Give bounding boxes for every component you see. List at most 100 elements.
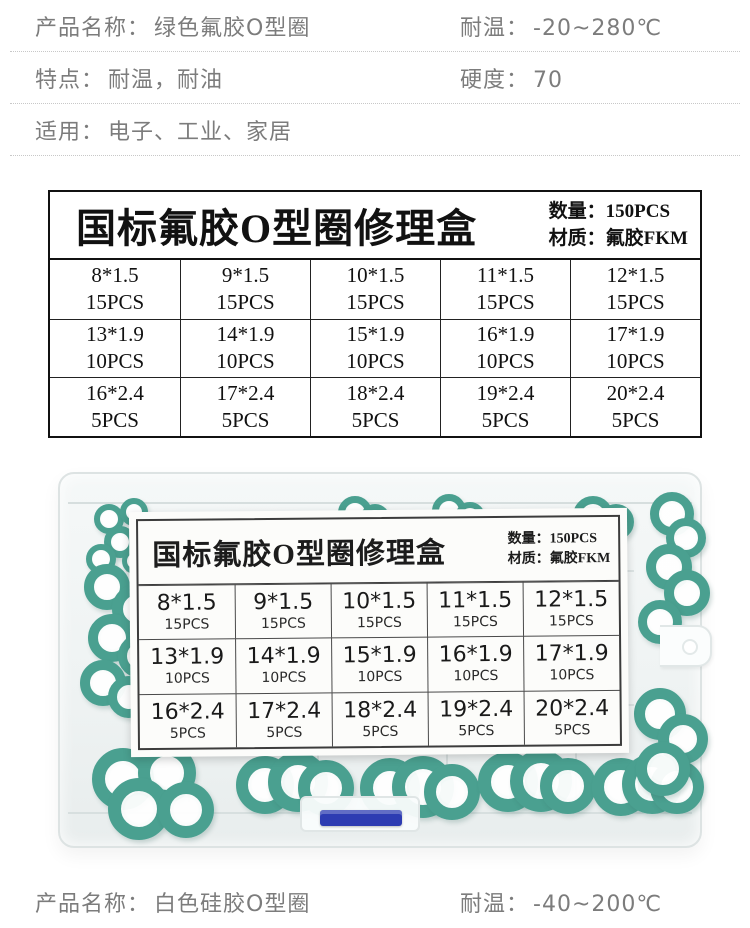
quantity-label: 数量： bbox=[548, 201, 606, 222]
qty-text: 10PCS bbox=[216, 349, 275, 374]
kit-table-title: 国标氟胶O型圈修理盒 bbox=[76, 206, 478, 251]
size-qty-cell: 14*1.9 10PCS bbox=[180, 318, 310, 378]
size-text: 17*2.4 bbox=[247, 698, 322, 724]
latch bbox=[320, 810, 402, 826]
o-ring bbox=[636, 742, 690, 796]
qty-text: 5PCS bbox=[91, 408, 139, 433]
size-text: 16*2.4 bbox=[86, 381, 144, 406]
qty-text: 5PCS bbox=[351, 408, 400, 433]
size-text: 16*1.9 bbox=[476, 322, 535, 347]
size-qty-cell: 9*1.5 15PCS bbox=[180, 260, 310, 319]
size-text: 14*1.9 bbox=[246, 643, 321, 670]
spec-label: 适用： bbox=[35, 119, 105, 145]
quantity-value: 150PCS bbox=[549, 530, 598, 547]
size-text: 19*2.4 bbox=[439, 696, 514, 723]
size-text: 17*1.9 bbox=[606, 322, 665, 347]
qty-text: 5PCS bbox=[266, 724, 303, 741]
qty-text: 10PCS bbox=[549, 667, 595, 684]
spec-left: 产品名称： 绿色氟胶O型圈 bbox=[35, 10, 460, 42]
qty-text: 10PCS bbox=[261, 670, 307, 687]
spec-right: 硬度： 70 bbox=[460, 62, 740, 94]
size-qty-cell: 14*1.9 10PCS bbox=[235, 637, 332, 693]
box-paper-label: 国标氟胶O型圈修理盒 数量：150PCS 材质：氟胶FKM 8*1.5 15PCS… bbox=[128, 507, 630, 758]
spec-value: 电子、工业、家居 bbox=[108, 119, 293, 145]
product-photo: 国标氟胶O型圈修理盒 数量：150PCS 材质：氟胶FKM 8*1.5 15PCS… bbox=[0, 460, 750, 872]
size-text: 11*1.5 bbox=[477, 263, 534, 288]
size-text: 16*2.4 bbox=[150, 699, 225, 725]
qty-text: 15PCS bbox=[356, 614, 402, 632]
material-label: 材质： bbox=[507, 551, 550, 567]
kit-table-meta: 数量：150PCS 材质：氟胶FKM bbox=[549, 198, 700, 252]
size-qty-cell: 8*1.5 15PCS bbox=[138, 584, 236, 640]
size-text: 15*1.9 bbox=[346, 322, 405, 347]
qty-text: 15PCS bbox=[85, 290, 145, 315]
quantity-value: 150PCS bbox=[605, 201, 671, 222]
size-text: 16*1.9 bbox=[438, 642, 513, 668]
box-label-frame: 国标氟胶O型圈修理盒 数量：150PCS 材质：氟胶FKM 8*1.5 15PCS… bbox=[136, 514, 622, 751]
size-qty-cell: 17*2.4 5PCS bbox=[235, 692, 332, 748]
size-text: 17*1.9 bbox=[534, 641, 609, 668]
product-specs-top: 产品名称： 绿色氟胶O型圈 耐温： -20~280℃ 特点： 耐温，耐油 硬度： 70 … bbox=[0, 0, 750, 156]
size-qty-cell: 19*2.4 5PCS bbox=[427, 690, 524, 746]
size-text: 9*1.5 bbox=[253, 589, 314, 616]
qty-text: 5PCS bbox=[169, 725, 206, 742]
size-text: 10*1.5 bbox=[342, 588, 417, 615]
box-label-meta: 数量：150PCS 材质：氟胶FKM bbox=[507, 528, 618, 569]
size-qty-cell: 20*2.4 5PCS bbox=[570, 377, 700, 436]
size-qty-cell: 17*1.9 10PCS bbox=[523, 635, 620, 691]
size-text: 12*1.5 bbox=[606, 263, 665, 288]
qty-text: 15PCS bbox=[476, 290, 535, 315]
qty-text: 15PCS bbox=[452, 614, 498, 631]
hang-tab-hole bbox=[682, 639, 698, 655]
size-qty-cell: 19*2.4 5PCS bbox=[440, 377, 570, 436]
qty-text: 10PCS bbox=[476, 349, 535, 374]
hang-tab bbox=[660, 625, 712, 667]
size-qty-cell: 17*1.9 10PCS bbox=[570, 318, 700, 378]
qty-text: 15PCS bbox=[260, 615, 306, 633]
qty-text: 5PCS bbox=[458, 722, 495, 740]
size-text: 20*2.4 bbox=[606, 381, 665, 406]
qty-text: 5PCS bbox=[554, 721, 591, 739]
size-text: 9*1.5 bbox=[221, 263, 270, 288]
size-text: 11*1.5 bbox=[438, 587, 513, 614]
size-qty-cell: 15*1.9 10PCS bbox=[310, 318, 440, 378]
box-label-quantity-line: 数量：150PCS bbox=[507, 528, 610, 549]
repair-kit-table: 国标氟胶O型圈修理盒 数量：150PCS 材质：氟胶FKM 8*1.5 15PCS… bbox=[48, 190, 702, 438]
spec-value: 白色硅胶O型圈 bbox=[154, 892, 311, 917]
qty-text: 10PCS bbox=[346, 349, 405, 374]
qty-text: 5PCS bbox=[611, 408, 660, 433]
kit-quantity-line: 数量：150PCS bbox=[549, 198, 688, 225]
qty-text: 15PCS bbox=[164, 616, 210, 634]
size-text: 8*1.5 bbox=[91, 263, 139, 288]
o-ring bbox=[664, 570, 710, 616]
qty-text: 5PCS bbox=[362, 723, 399, 740]
qty-text: 5PCS bbox=[481, 408, 530, 433]
size-text: 13*1.9 bbox=[86, 322, 144, 347]
spec-value: 绿色氟胶O型圈 bbox=[154, 15, 311, 41]
qty-text: 15PCS bbox=[606, 290, 665, 315]
spec-row-product-name-2: 产品名称： 白色硅胶O型圈 耐温： -40~200℃ bbox=[10, 876, 740, 928]
size-qty-cell: 18*2.4 5PCS bbox=[310, 377, 440, 436]
kit-table-header: 国标氟胶O型圈修理盒 数量：150PCS 材质：氟胶FKM bbox=[50, 192, 700, 260]
size-qty-cell: 9*1.5 15PCS bbox=[234, 583, 332, 639]
size-qty-cell: 11*1.5 15PCS bbox=[440, 260, 570, 319]
size-qty-cell: 16*2.4 5PCS bbox=[139, 692, 236, 749]
spec-value: -40~200℃ bbox=[533, 892, 663, 917]
spec-left: 产品名称： 白色硅胶O型圈 bbox=[35, 886, 460, 918]
o-ring bbox=[424, 764, 480, 820]
size-qty-cell: 12*1.5 15PCS bbox=[570, 260, 700, 319]
box-label-title: 国标氟胶O型圈修理盒 bbox=[152, 536, 447, 572]
kit-size-grid: 8*1.5 15PCS 9*1.5 15PCS 10*1.5 15PCS 11*1.5 15P… bbox=[50, 260, 700, 436]
size-text: 8*1.5 bbox=[156, 590, 217, 617]
spec-label: 耐温： bbox=[460, 15, 530, 41]
size-text: 12*1.5 bbox=[534, 587, 609, 613]
size-text: 13*1.9 bbox=[150, 644, 225, 671]
size-text: 18*2.4 bbox=[346, 381, 405, 406]
spec-label: 产品名称： bbox=[35, 892, 151, 917]
spec-label: 硬度： bbox=[460, 67, 530, 93]
o-ring bbox=[158, 782, 214, 838]
box-label-header: 国标氟胶O型圈修理盒 数量：150PCS 材质：氟胶FKM bbox=[138, 516, 619, 586]
size-qty-cell: 10*1.5 15PCS bbox=[310, 260, 440, 319]
size-qty-cell: 16*1.9 10PCS bbox=[440, 318, 570, 378]
size-qty-cell: 16*1.9 10PCS bbox=[427, 636, 524, 692]
